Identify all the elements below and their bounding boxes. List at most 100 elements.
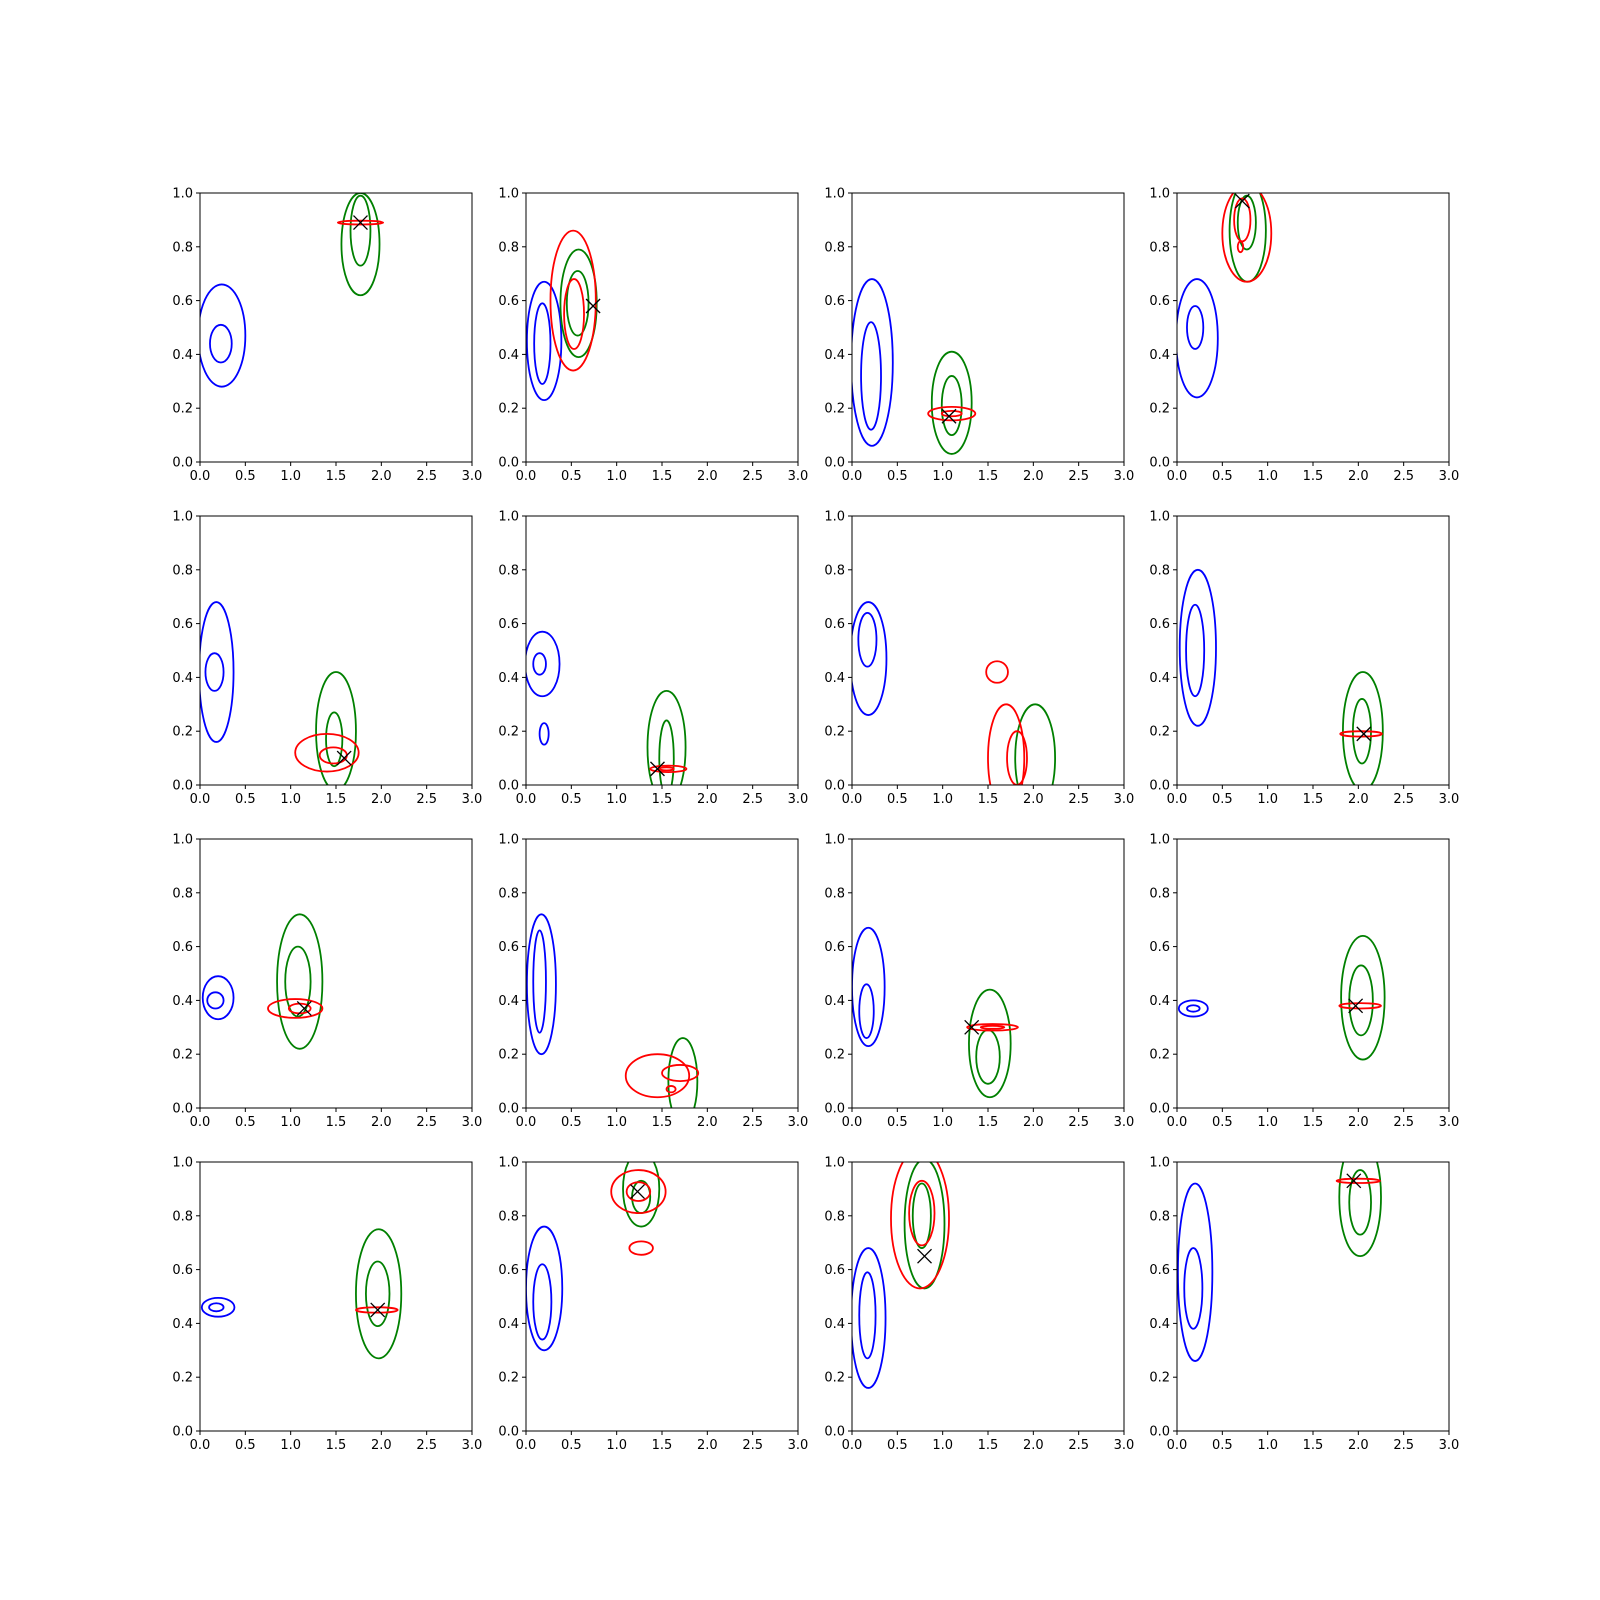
x-tick-label: 1.5 — [1303, 1115, 1324, 1130]
x-tick-label: 0.0 — [190, 469, 211, 484]
x-tick-label: 0.5 — [235, 469, 256, 484]
plot-area — [200, 193, 472, 462]
subplot-12: 0.0 0.5 1.0 1.5 2.0 2.5 3.0 0.0 0.2 0.4 0.6 0.8 1.0 — [1149, 833, 1459, 1131]
green-contour — [340, 193, 381, 297]
y-tick-label: 0.0 — [498, 779, 519, 794]
x-tick-label: 0.0 — [516, 1115, 537, 1130]
x-tick-label: 0.5 — [235, 1438, 256, 1453]
blue-contour — [200, 1296, 236, 1318]
y-tick-label: 0.2 — [498, 402, 519, 417]
x-tick-label: 3.0 — [462, 792, 483, 807]
x-tick-label: 0.0 — [842, 1115, 863, 1130]
x-tick-label: 0.0 — [1167, 469, 1188, 484]
plot-area — [1177, 1162, 1449, 1431]
x-tick-label: 1.5 — [978, 1438, 999, 1453]
y-tick-label: 0.8 — [498, 240, 519, 255]
x-tick-label: 3.0 — [788, 469, 809, 484]
x-tick-label: 0.5 — [561, 1115, 582, 1130]
subplot-3: 0.0 0.5 1.0 1.5 2.0 2.5 3.0 0.0 0.2 0.4 0.6 0.8 1.0 — [824, 187, 1134, 485]
subplot-16: 0.0 0.5 1.0 1.5 2.0 2.5 3.0 0.0 0.2 0.4 0.6 0.8 1.0 — [1149, 1156, 1460, 1454]
red-contour — [890, 1162, 950, 1290]
x-tick-label: 2.0 — [371, 792, 392, 807]
blue-contour — [208, 1302, 225, 1313]
x-tick-label: 2.0 — [1023, 469, 1044, 484]
blue-contour — [526, 280, 563, 402]
x-tick-label: 2.0 — [1348, 1115, 1369, 1130]
y-tick-label: 0.0 — [172, 779, 193, 794]
blue-contour — [1186, 1004, 1201, 1013]
x-tick-label: 2.0 — [1023, 1438, 1044, 1453]
y-tick-label: 0.2 — [172, 1371, 193, 1386]
x-tick-label: 0.0 — [842, 1438, 863, 1453]
y-tick-label: 0.2 — [1149, 1371, 1170, 1386]
y-tick-label: 0.4 — [824, 671, 845, 686]
y-tick-label: 0.0 — [172, 1425, 193, 1440]
x-marker-stroke — [296, 1001, 312, 1016]
x-tick-label: 0.5 — [887, 792, 908, 807]
x-tick-label: 3.0 — [788, 792, 809, 807]
blue-contour — [857, 611, 878, 668]
x-tick-label: 2.5 — [416, 792, 437, 807]
y-tick-label: 0.6 — [824, 617, 845, 632]
blue-contour — [1178, 568, 1217, 727]
x-tick-label: 2.5 — [1393, 1115, 1414, 1130]
blue-contour — [538, 722, 550, 746]
x-marker — [650, 761, 665, 777]
y-tick-label: 0.2 — [498, 725, 519, 740]
x-tick-label: 1.0 — [606, 1438, 627, 1453]
blue-contour — [533, 302, 552, 385]
y-tick-label: 0.6 — [824, 940, 845, 955]
y-tick-label: 0.8 — [824, 1209, 845, 1224]
y-tick-label: 0.4 — [1149, 1317, 1170, 1332]
y-tick-label: 0.6 — [172, 617, 193, 632]
x-tick-label: 1.0 — [606, 469, 627, 484]
blue-contour — [532, 652, 547, 676]
y-tick-label: 0.8 — [1149, 1209, 1170, 1224]
x-tick-label: 0.5 — [887, 469, 908, 484]
x-tick-label: 2.5 — [416, 1438, 437, 1453]
y-tick-label: 1.0 — [172, 187, 193, 202]
subplot-7: 0.0 0.5 1.0 1.5 2.0 2.5 3.0 0.0 0.2 0.4 0.6 0.8 1.0 — [824, 510, 1134, 808]
green-contour — [565, 270, 590, 337]
y-tick-label: 0.0 — [498, 456, 519, 471]
x-marker-stroke — [353, 215, 368, 231]
y-tick-label: 0.8 — [1149, 240, 1170, 255]
x-tick-label: 1.0 — [1257, 1115, 1278, 1130]
x-tick-label: 3.0 — [1439, 1438, 1460, 1453]
y-tick-label: 0.8 — [172, 886, 193, 901]
plot-area — [1177, 839, 1449, 1108]
green-contour — [1014, 703, 1056, 785]
x-tick-label: 0.0 — [842, 469, 863, 484]
x-marker — [1348, 998, 1364, 1014]
y-tick-label: 0.0 — [498, 1425, 519, 1440]
y-tick-label: 0.8 — [498, 886, 519, 901]
x-tick-label: 1.5 — [1303, 1438, 1324, 1453]
x-marker — [353, 215, 368, 231]
x-tick-label: 1.5 — [1303, 792, 1324, 807]
y-tick-label: 0.2 — [172, 1048, 193, 1063]
y-tick-label: 0.4 — [498, 1317, 519, 1332]
green-contour — [667, 1037, 699, 1108]
plot-contents — [526, 913, 700, 1108]
x-tick-label: 0.0 — [516, 792, 537, 807]
x-tick-label: 0.5 — [1212, 1115, 1233, 1130]
plot-area — [200, 516, 472, 785]
plot-area — [852, 839, 1124, 1108]
plot-contents — [852, 926, 1019, 1099]
blue-contour — [526, 1225, 564, 1352]
x-tick-label: 1.0 — [280, 1438, 301, 1453]
x-marker-stroke — [585, 298, 601, 314]
y-tick-label: 1.0 — [1149, 187, 1170, 202]
y-tick-label: 0.4 — [172, 1317, 193, 1332]
x-tick-label: 2.5 — [416, 1115, 437, 1130]
green-contour — [559, 248, 598, 358]
y-tick-label: 0.0 — [172, 1102, 193, 1117]
y-tick-label: 1.0 — [824, 1156, 845, 1171]
y-tick-label: 0.4 — [172, 348, 193, 363]
y-tick-label: 0.8 — [824, 886, 845, 901]
x-tick-label: 3.0 — [1114, 1115, 1135, 1130]
plot-contents — [852, 278, 977, 455]
red-contour — [1236, 240, 1245, 254]
x-tick-label: 0.5 — [235, 1115, 256, 1130]
